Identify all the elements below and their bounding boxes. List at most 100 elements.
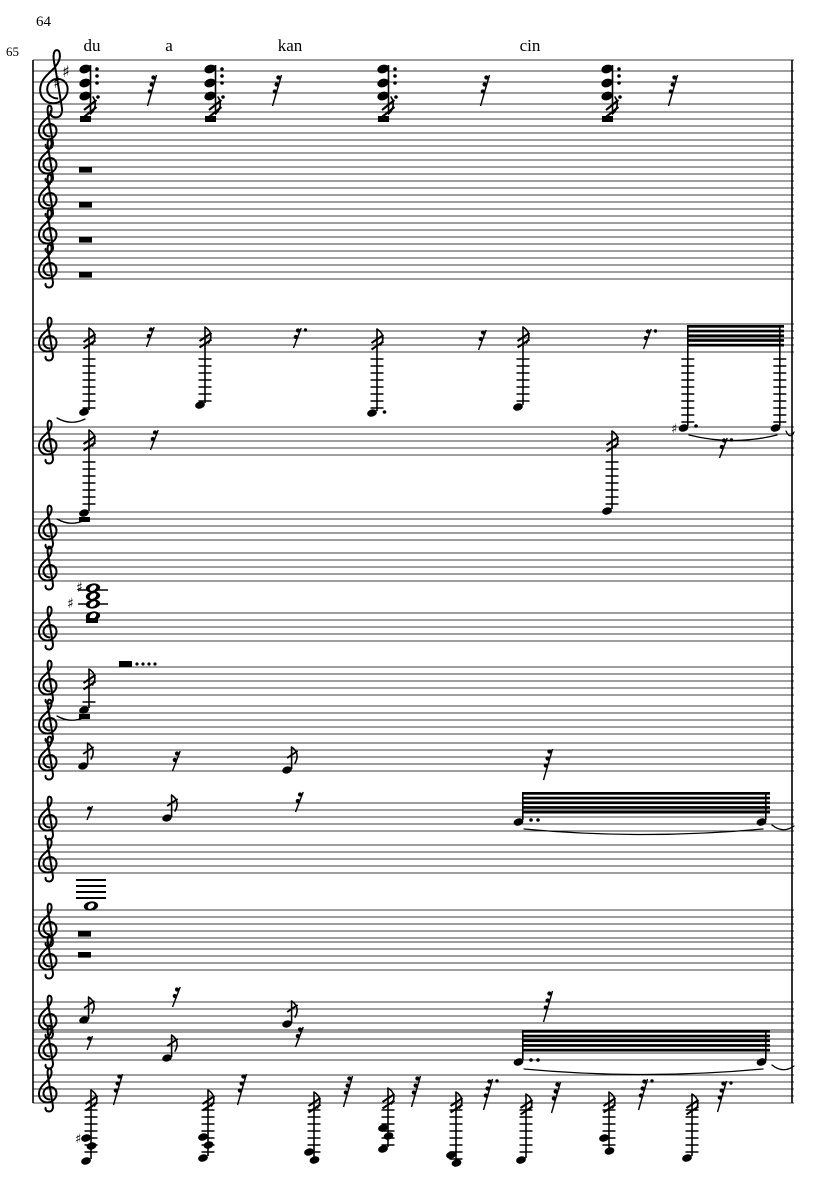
low-tremolo-note: [195, 326, 213, 409]
sixteenth-rest: [718, 437, 734, 459]
system-barlines: [32, 60, 793, 1103]
key-signature-sharp: ♯: [62, 62, 70, 81]
low-tremolo-note: [599, 1091, 617, 1155]
sixteenth-rest: [294, 791, 304, 813]
thirtysecond-rest: [542, 990, 554, 1023]
staff-15: [33, 795, 794, 841]
thirtysecond-rest: [146, 74, 158, 107]
sixteenth-rest: [171, 750, 181, 772]
thirtysecond-rest: [637, 1078, 654, 1111]
thirtysecond-rest: [271, 74, 283, 107]
low-tremolo-note: [56, 668, 97, 721]
staff-2: [33, 104, 794, 150]
svg-text:♯: ♯: [671, 422, 677, 437]
thirtysecond-rest: [667, 74, 679, 107]
staff-18: [33, 934, 794, 980]
low-tremolo-note: [446, 1091, 464, 1167]
eighth-note: [162, 794, 179, 822]
thirtysecond-rest: [482, 1078, 499, 1111]
vocal-chord-group: [377, 64, 398, 122]
lyric-syllable: kan: [278, 36, 303, 55]
staff-12: [33, 659, 794, 705]
whole-rest: [79, 167, 92, 173]
eighth-rest: [86, 1035, 94, 1051]
vocal-chord-group: [79, 64, 100, 122]
low-tremolo-note: [56, 429, 97, 524]
staff-3: [33, 138, 794, 184]
staff-1: [33, 49, 794, 119]
whole-note-tremolo: [76, 879, 106, 911]
text-layer: 64 65 du a kan cin: [6, 14, 541, 59]
thirtysecond-rest: [550, 1081, 562, 1114]
thirtysecond-rest: [410, 1075, 422, 1108]
vocal-chord-group: [601, 64, 622, 122]
sixteenth-rest: [294, 1026, 304, 1048]
eighth-note: [282, 746, 299, 774]
eighth-note: [282, 1000, 299, 1028]
thirtysecond-rest: [342, 1075, 354, 1108]
staff-17: [33, 902, 794, 948]
sixteenth-rest: [292, 327, 308, 349]
staff-5: [33, 208, 794, 254]
sixteenth-rest: [171, 986, 181, 1008]
low-tremolo-note: [367, 328, 387, 417]
eighth-note: [162, 1034, 179, 1062]
low-tremolo-note: [56, 327, 97, 423]
low-tremolo-note: ♯: [75, 1089, 99, 1165]
sixteenth-rest: [145, 326, 155, 348]
svg-text:♯: ♯: [53, 73, 61, 92]
beam-tremolo-group: [513, 792, 795, 836]
multirest-with-dots: [119, 661, 157, 667]
sixteenth-rest: [149, 429, 159, 451]
whole-rest: [79, 202, 92, 208]
lyric-syllable: a: [165, 36, 173, 55]
whole-rest: [79, 237, 92, 243]
staff-10: [33, 545, 794, 591]
thirtysecond-rest: [479, 74, 491, 107]
sixteenth-rest: [477, 329, 487, 351]
thirtysecond-rest: [112, 1073, 124, 1106]
low-tremolo-note: [513, 326, 531, 411]
staff-4: [33, 173, 794, 219]
svg-text:♯: ♯: [75, 1132, 81, 1147]
staff-11: [33, 605, 794, 651]
sixteenth-rest: [642, 328, 658, 350]
whole-rest: [78, 952, 91, 958]
whole-rest: [78, 931, 91, 937]
thirtysecond-rest: [236, 1073, 248, 1106]
low-tremolo-note: [378, 1087, 396, 1153]
low-tremolo-note: [198, 1089, 216, 1162]
vocal-chord-group: [204, 64, 225, 122]
svg-text:♯: ♯: [76, 580, 83, 596]
lyric-syllable: cin: [520, 36, 541, 55]
thirtysecond-rest: [716, 1080, 733, 1113]
key-signature-sharp: ♯: [53, 73, 61, 92]
staff-13: [33, 698, 794, 744]
eighth-note: [79, 996, 96, 1024]
svg-text:♯: ♯: [62, 62, 70, 81]
low-tremolo-note: [682, 1093, 700, 1162]
thirtysecond-rest: [542, 748, 554, 781]
beam-tremolo-group: ♯: [671, 325, 795, 442]
staff-7: [33, 316, 794, 362]
notation-layer: ♯♯♯♯♯♯: [32, 49, 795, 1167]
whole-note-chord: ♯♯: [67, 580, 108, 623]
eighth-rest: [86, 805, 94, 821]
whole-rest: [79, 272, 92, 278]
staff-16: [33, 837, 794, 883]
staff-8: [33, 419, 794, 465]
staff-21: [33, 1067, 794, 1113]
low-tremolo-note: [304, 1091, 322, 1164]
staff-6: [33, 243, 794, 289]
staff-9: [33, 504, 794, 550]
measure-number: 65: [6, 44, 19, 59]
beam-tremolo-group: [513, 1030, 795, 1076]
eighth-note: [78, 742, 95, 770]
low-tremolo-note: [602, 430, 620, 515]
measure-number: 64: [36, 14, 52, 30]
low-tremolo-note: [516, 1093, 534, 1164]
svg-text:♯: ♯: [67, 596, 74, 612]
lyric-syllable: du: [84, 36, 102, 55]
